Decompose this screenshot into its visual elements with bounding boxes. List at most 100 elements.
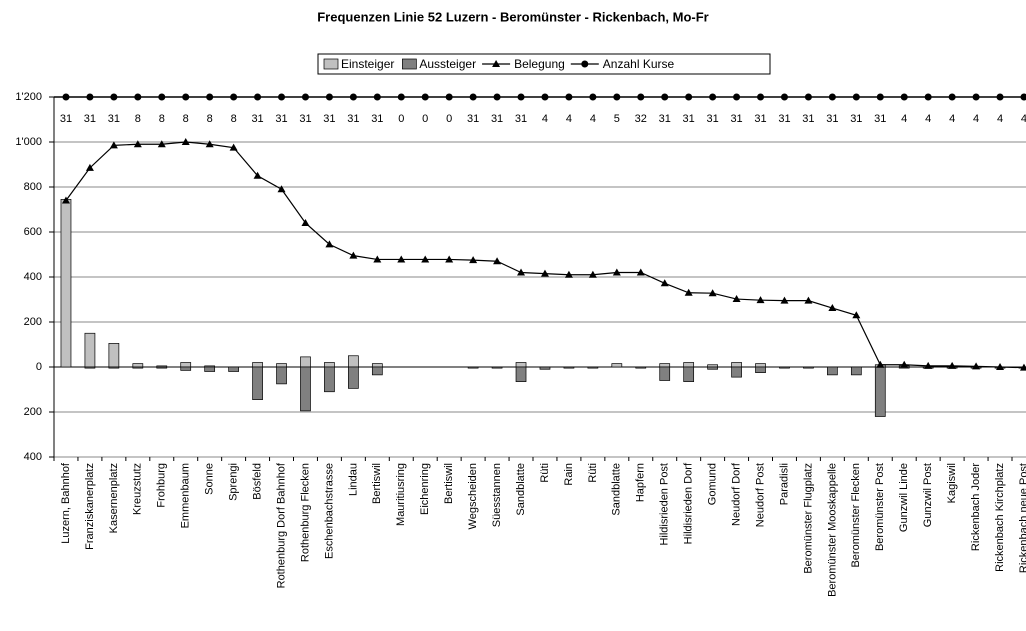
x-tick-label: Hildisrieden Dorf <box>683 462 695 544</box>
bar <box>707 366 718 370</box>
count-marker <box>493 93 501 101</box>
bar <box>324 366 335 393</box>
y-tick-label: 800 <box>24 181 42 193</box>
bar <box>84 332 96 368</box>
x-tick-label: Hapfern <box>635 463 647 502</box>
bar <box>252 366 263 400</box>
count-label: 31 <box>84 113 96 125</box>
bar <box>324 362 335 368</box>
count-marker <box>828 93 836 101</box>
count-marker <box>613 93 621 101</box>
line-marker <box>588 270 597 278</box>
x-tick-label: Beromünster Flugplatz <box>802 463 814 574</box>
count-label: 8 <box>207 113 213 125</box>
bar <box>659 363 671 368</box>
y-tick-label: 400 <box>24 451 42 463</box>
bar <box>300 356 311 368</box>
line-marker <box>349 251 358 259</box>
count-marker <box>206 93 214 101</box>
count-marker <box>230 93 238 101</box>
count-label: 31 <box>275 113 287 125</box>
line-marker <box>205 140 214 148</box>
count-marker <box>876 93 884 101</box>
x-tick-label: Kagiswil <box>946 463 958 503</box>
line-marker <box>181 138 190 145</box>
count-marker <box>62 93 70 101</box>
line-marker <box>301 219 310 226</box>
count-label: 31 <box>754 113 766 125</box>
line-marker <box>445 255 454 263</box>
bar <box>731 362 742 368</box>
count-marker <box>948 93 956 101</box>
count-label: 4 <box>949 113 955 125</box>
line-marker <box>876 360 885 368</box>
x-tick-label: Bertiswil <box>443 463 455 504</box>
x-tick-label: Neudorf Post <box>754 463 766 527</box>
x-tick-label: Rüti <box>587 463 599 483</box>
x-tick-label: Emmenbaum <box>180 463 192 528</box>
bar <box>467 366 479 369</box>
bar <box>587 366 599 369</box>
x-tick-label: Bösfeld <box>251 463 263 500</box>
count-label: 4 <box>590 113 596 125</box>
legend: Einsteiger Aussteiger Belegung Anzahl Kurse <box>317 53 771 75</box>
legend-label: Anzahl Kurse <box>603 57 675 71</box>
bar <box>371 366 383 376</box>
y-tick-label: 200 <box>24 406 42 418</box>
bar <box>156 366 168 369</box>
count-label: 5 <box>614 113 620 125</box>
bar <box>132 366 144 369</box>
bar <box>371 363 383 368</box>
count-marker <box>685 93 693 101</box>
bar <box>491 366 503 369</box>
count-label: 31 <box>491 113 503 125</box>
legend-label: Einsteiger <box>341 57 394 71</box>
line-marker <box>493 257 502 265</box>
count-marker <box>804 93 812 101</box>
count-label: 31 <box>874 113 886 125</box>
bar <box>180 362 192 368</box>
line-marker <box>397 255 406 263</box>
count-label: 4 <box>1021 113 1026 125</box>
x-tick-label: Gomund <box>707 463 719 505</box>
count-label: 4 <box>566 113 572 125</box>
count-marker <box>637 93 645 101</box>
bar <box>779 366 790 369</box>
x-tick-label: Lindau <box>347 463 359 496</box>
count-marker <box>325 93 333 101</box>
bar <box>348 355 359 368</box>
bar <box>850 366 862 376</box>
bar <box>300 366 311 412</box>
x-tick-label: Eichenring <box>419 463 431 515</box>
bar <box>108 343 120 368</box>
x-tick-label: Beromünster Mooskappelle <box>826 463 838 597</box>
line-marker <box>253 171 262 179</box>
count-label: 4 <box>901 113 907 125</box>
y-tick-label: 600 <box>24 226 42 238</box>
line-marker <box>564 270 573 278</box>
line-marker <box>540 269 549 277</box>
x-tick-label: Kreuzstutz <box>132 463 144 515</box>
bar <box>252 362 263 368</box>
bar <box>683 362 695 368</box>
line-marker <box>421 255 430 263</box>
bar <box>827 366 838 376</box>
line-marker <box>109 141 118 149</box>
legend-label: Belegung <box>514 57 565 71</box>
count-marker <box>757 93 765 101</box>
line-marker <box>780 296 789 304</box>
bar <box>228 366 239 372</box>
count-marker <box>182 93 190 101</box>
bar <box>563 366 575 369</box>
x-tick-label: Hildisrieden Post <box>659 463 671 546</box>
line-marker <box>636 268 645 276</box>
legend-label: Aussteiger <box>419 57 476 71</box>
y-tick-label: 400 <box>24 271 42 283</box>
line-marker <box>924 361 933 369</box>
x-tick-label: Rickenbach Joder <box>970 463 982 551</box>
x-tick-label: Rothenburg Dorf Bahnhof <box>275 462 287 588</box>
line-marker <box>660 279 669 287</box>
legend-marker <box>581 60 589 68</box>
bar <box>348 366 359 389</box>
